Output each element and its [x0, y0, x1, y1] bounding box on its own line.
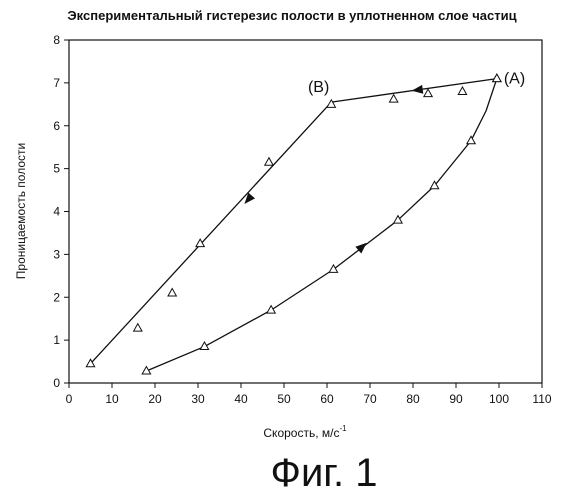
y-tick-label: 5 [53, 162, 60, 176]
x-tick-label: 90 [449, 392, 463, 406]
y-axis-label: Проницаемость полости [14, 143, 28, 279]
data-point-falling [168, 288, 176, 296]
data-point-falling [458, 87, 466, 95]
y-axis: 0 1 2 3 4 5 6 7 8 [53, 33, 69, 390]
x-tick-label: 10 [105, 392, 119, 406]
y-tick-label: 3 [53, 247, 60, 261]
x-tick-label: 110 [532, 392, 551, 406]
x-tick-label: 30 [191, 392, 205, 406]
x-tick-label: 50 [277, 392, 291, 406]
y-tick-label: 0 [53, 376, 60, 390]
figure-caption: Фиг. 1 [271, 451, 378, 495]
series-line-falling [91, 79, 497, 364]
y-tick-label: 2 [53, 290, 60, 304]
annotation-label: (B) [308, 79, 329, 96]
y-tick-label: 1 [53, 333, 60, 347]
series-line-rising [146, 79, 496, 371]
data-point-falling [327, 100, 335, 108]
data-point-rising [467, 136, 475, 144]
x-tick-label: 20 [148, 392, 162, 406]
data-point-rising [329, 265, 337, 273]
x-tick-label: 60 [320, 392, 334, 406]
direction-arrow-falling [413, 86, 423, 93]
annotation-label: (A) [504, 71, 525, 88]
x-tick-label: 80 [406, 392, 420, 406]
data-point-falling [424, 89, 432, 97]
x-axis: 0 10 20 30 40 50 60 70 80 90 100 110 [66, 383, 552, 406]
data-point-falling [389, 95, 397, 103]
y-tick-label: 4 [53, 205, 60, 219]
chart-title: Экспериментальный гистерезис полости в у… [67, 8, 516, 23]
series-lines [91, 79, 497, 371]
y-tick-label: 6 [53, 119, 60, 133]
data-point-falling [196, 239, 204, 247]
data-point-falling [493, 74, 501, 82]
x-tick-label: 40 [234, 392, 248, 406]
y-tick-label: 8 [53, 33, 60, 47]
y-tick-label: 7 [53, 76, 60, 90]
direction-arrows [245, 86, 422, 253]
data-point-falling [265, 158, 273, 166]
x-tick-label: 0 [66, 392, 73, 406]
x-axis-label: Скорость, м/с-1 [263, 424, 347, 440]
data-points [86, 74, 501, 374]
data-point-rising [200, 342, 208, 350]
x-tick-label: 100 [489, 392, 509, 406]
data-point-falling [134, 324, 142, 332]
data-point-rising [267, 306, 275, 314]
x-tick-label: 70 [363, 392, 377, 406]
